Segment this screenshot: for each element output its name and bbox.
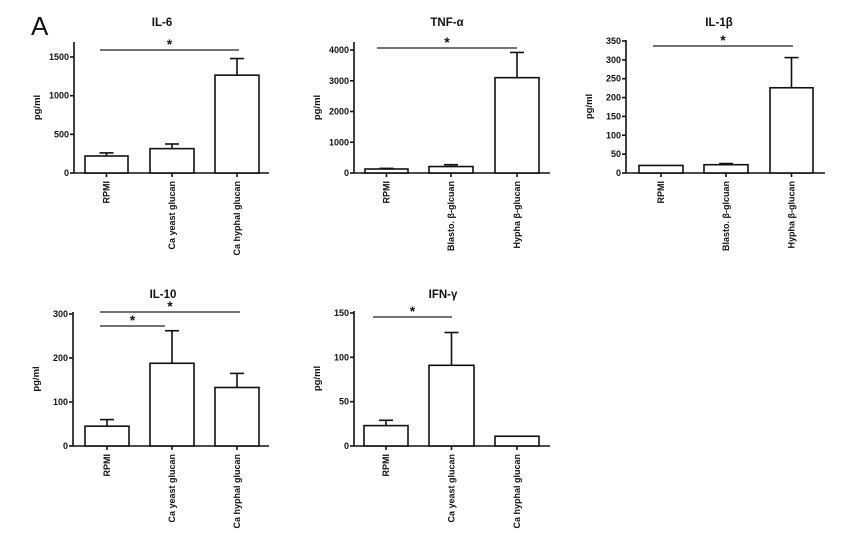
bar (769, 86, 814, 174)
bar (149, 147, 195, 174)
significance-star: * (167, 36, 173, 52)
x-tick-label: Hypha β-glucan (787, 181, 797, 249)
significance-star: * (410, 303, 416, 319)
chart-panel-ifn-: IFN-γ pg/ml 0 50 100 150 RPMI Ca yeast glucan Ca… (312, 289, 550, 529)
x-tick-label: Ca hyphal glucan (232, 454, 242, 529)
significance-star: * (167, 298, 173, 314)
chart-title: IL-6 (152, 17, 172, 29)
bar (494, 435, 540, 447)
y-tick-label: 1000 (329, 137, 349, 147)
bar (363, 424, 409, 447)
y-axis-label: pg/ml (312, 95, 323, 120)
x-tick-label: Ca yeast glucan (167, 181, 177, 250)
x-tick-label: RPMI (102, 181, 112, 204)
y-tick-label: 1500 (49, 52, 69, 62)
bar (428, 364, 475, 447)
x-tick-label: RPMI (656, 181, 666, 204)
y-tick-label: 3000 (329, 76, 349, 86)
x-tick-label: RPMI (102, 454, 112, 477)
x-tick-label: Ca hyphal glucan (512, 454, 522, 529)
y-tick-label: 4000 (329, 45, 349, 55)
y-tick-label: 0 (344, 441, 349, 451)
y-tick-label: 0 (616, 168, 621, 178)
y-tick-label: 100 (334, 352, 349, 362)
bar (494, 76, 540, 174)
y-axis-label: pg/ml (584, 94, 595, 119)
y-tick-label: 350 (606, 36, 621, 46)
chart-title: IL-1β (705, 17, 732, 29)
y-tick-label: 0 (64, 168, 69, 178)
x-tick-label: Ca yeast glucan (167, 454, 177, 523)
bar (214, 386, 260, 447)
y-tick-label: 200 (606, 93, 621, 103)
chart-title: IFN-γ (429, 289, 458, 301)
bar (638, 164, 684, 174)
y-tick-label: 0 (344, 168, 349, 178)
y-tick-label: 150 (606, 111, 621, 121)
x-tick-label: Blasto. β-glcuan (446, 181, 456, 251)
x-tick-label: Blasto. β-glcuan (721, 181, 731, 251)
bar (84, 425, 130, 447)
significance-star: * (130, 312, 136, 328)
bar (703, 163, 749, 174)
y-tick-label: 100 (606, 130, 621, 140)
panel-letter: A (31, 11, 49, 41)
y-tick-label: 0 (63, 441, 68, 451)
x-tick-label: Ca yeast glucan (447, 454, 457, 523)
y-tick-label: 300 (606, 55, 621, 65)
y-tick-label: 50 (611, 149, 621, 159)
y-tick-label: 100 (53, 397, 68, 407)
y-tick-label: 300 (53, 309, 68, 319)
y-tick-label: 50 (339, 397, 349, 407)
chart-panel-il-6: IL-6 pg/ml 0 500 1000 1500 RPMI Ca yeast glucan… (32, 17, 269, 256)
bar (149, 362, 195, 447)
y-axis-label: pg/ml (32, 95, 43, 120)
y-tick-label: 1000 (49, 91, 69, 101)
bar (214, 74, 260, 174)
y-tick-label: 150 (334, 308, 349, 318)
y-axis-label: pg/ml (312, 366, 323, 391)
chart-panel-il-1-: IL-1β pg/ml 0 50 100 150 200 250 300 350 RPMI Blast… (584, 17, 825, 251)
y-tick-label: 200 (53, 353, 68, 363)
x-tick-label: Ca hyphal glucan (232, 181, 242, 256)
bar (364, 168, 409, 174)
y-tick-label: 500 (54, 129, 69, 139)
significance-star: * (720, 32, 726, 48)
x-tick-label: RPMI (382, 181, 392, 204)
y-axis-label: pg/ml (31, 366, 42, 391)
chart-title: TNF-α (430, 17, 463, 29)
y-tick-label: 250 (606, 74, 621, 84)
chart-panel-il-10: IL-10 pg/ml 0 100 200 300 RPMI Ca yeast glucan C… (31, 289, 269, 529)
x-tick-label: Hypha β-glucan (512, 181, 522, 249)
chart-title: IL-10 (150, 289, 177, 301)
bar (84, 155, 129, 174)
y-tick-label: 2000 (329, 107, 349, 117)
significance-star: * (444, 34, 450, 50)
x-tick-label: RPMI (381, 454, 391, 477)
chart-panel-tnf-: TNF-α pg/ml 0 1000 2000 3000 4000 RPMI Blasto. β… (312, 17, 550, 251)
bar (428, 165, 474, 174)
